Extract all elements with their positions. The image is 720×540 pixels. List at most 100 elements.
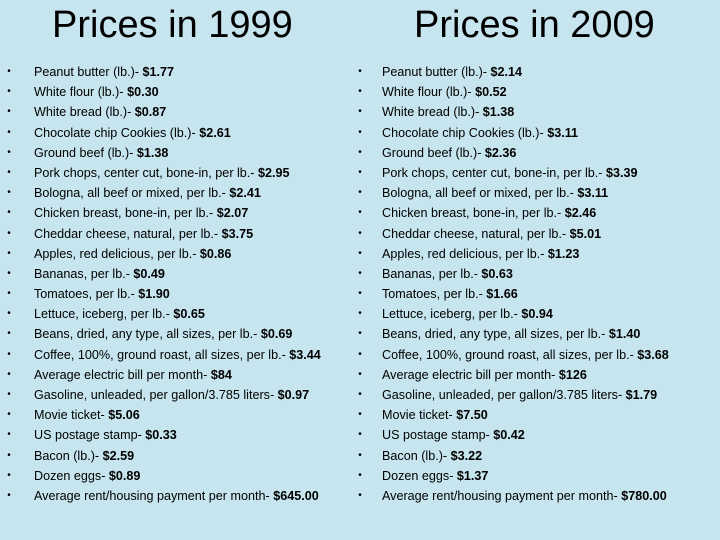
item-label: Tomatoes, per lb.-: [34, 287, 139, 302]
bullet-icon: •: [7, 247, 11, 259]
item-price: $3.75: [221, 226, 254, 241]
item-price: $1.38: [136, 145, 169, 160]
item-label: Pork chops, center cut, bone-in, per lb.…: [382, 165, 607, 180]
bullet-icon: •: [7, 66, 11, 77]
bullet-icon: •: [7, 86, 11, 98]
bullet-icon: •: [358, 368, 362, 380]
bullet-icon: •: [7, 368, 11, 380]
price-list-2009: • Peanut butter (lb.)- $2.14 • White flour …: [355, 62, 717, 506]
item-label: Dozen eggs-: [34, 468, 109, 483]
item-price: $2.95: [258, 165, 290, 180]
bullet-icon: •: [358, 66, 362, 77]
list-item: • Bananas, per lb.- $0.63: [355, 264, 717, 284]
item-label: Average electric bill per month-: [34, 367, 211, 382]
list-item: • Bologna, all beef or mixed, per lb.- $3…: [355, 183, 717, 203]
item-label: White bread (lb.)-: [382, 105, 483, 120]
bullet-icon: •: [358, 308, 362, 320]
item-price: $1.66: [486, 287, 518, 302]
list-item: • Cheddar cheese, natural, per lb.- $3.75: [4, 224, 368, 244]
bullet-icon: •: [358, 469, 362, 481]
bullet-icon: •: [7, 207, 11, 219]
bullet-icon: •: [358, 348, 362, 360]
list-item: • US postage stamp- $0.42: [355, 425, 717, 445]
list-item: • Bananas, per lb.- $0.49: [4, 264, 368, 284]
item-label: Coffee, 100%, ground roast, all sizes, p…: [382, 347, 638, 362]
bullet-icon: •: [7, 308, 11, 320]
item-label: Average rent/housing payment per month-: [382, 488, 622, 503]
item-price: $126: [558, 367, 587, 382]
item-label: White flour (lb.)-: [382, 85, 476, 100]
item-label: Ground beef (lb.)-: [382, 145, 485, 160]
list-item: • Coffee, 100%, ground roast, all sizes, …: [355, 345, 717, 365]
bullet-icon: •: [7, 429, 11, 441]
bullet-icon: •: [358, 449, 362, 461]
list-item: • Apples, red delicious, per lb.- $0.86: [4, 244, 368, 264]
item-price: $1.23: [547, 246, 580, 261]
item-price: $7.50: [456, 408, 488, 423]
item-label: US postage stamp-: [34, 428, 146, 443]
item-label: Ground beef (lb.)-: [34, 145, 137, 160]
item-price: $0.87: [134, 105, 167, 120]
bullet-icon: •: [7, 126, 11, 138]
bullet-icon: •: [7, 469, 11, 481]
list-item: • Lettuce, iceberg, per lb.- $0.65: [4, 304, 368, 324]
item-label: Lettuce, iceberg, per lb.-: [34, 307, 174, 322]
item-price: $0.63: [481, 266, 513, 281]
item-price: $0.94: [521, 307, 553, 322]
list-item: • White flour (lb.)- $0.30: [4, 82, 368, 102]
item-price: $1.79: [625, 388, 658, 402]
item-label: Bacon (lb.)-: [382, 448, 451, 463]
list-item: • Lettuce, iceberg, per lb.- $0.94: [355, 304, 717, 324]
list-item: • Dozen eggs- $1.37: [355, 466, 717, 486]
item-label: Bologna, all beef or mixed, per lb.-: [382, 186, 578, 201]
bullet-icon: •: [358, 267, 362, 279]
item-label: Pork chops, center cut, bone-in, per lb.…: [34, 165, 259, 180]
item-price: $1.38: [482, 105, 515, 120]
list-item: • Movie ticket- $7.50: [355, 405, 717, 425]
bullet-icon: •: [358, 126, 362, 138]
item-label: Beans, dried, any type, all sizes, per l…: [34, 327, 261, 342]
item-price: $1.90: [138, 287, 170, 302]
list-item: • Peanut butter (lb.)- $2.14: [355, 62, 717, 82]
item-label: Gasoline, unleaded, per gallon/3.785 lit…: [382, 388, 626, 402]
list-item: • Beans, dried, any type, all sizes, per …: [4, 324, 368, 344]
item-label: Chocolate chip Cookies (lb.)-: [34, 125, 200, 140]
bullet-icon: •: [7, 348, 11, 360]
item-label: Coffee, 100%, ground roast, all sizes, p…: [34, 347, 290, 362]
bullet-icon: •: [358, 227, 362, 239]
list-item: • Average electric bill per month- $126: [355, 365, 717, 385]
bullet-icon: •: [7, 146, 11, 158]
list-item: • Peanut butter (lb.)- $1.77: [4, 62, 368, 82]
item-price: $5.01: [569, 226, 602, 241]
list-item: • Tomatoes, per lb.- $1.66: [355, 284, 717, 304]
bullet-icon: •: [358, 106, 362, 118]
item-price: $3.22: [450, 448, 483, 463]
item-price: $0.89: [108, 468, 141, 483]
item-label: Apples, red delicious, per lb.-: [382, 246, 548, 261]
item-price: $3.11: [547, 125, 579, 140]
item-price: $1.40: [608, 327, 641, 342]
bullet-icon: •: [358, 429, 362, 441]
item-price: $780.00: [621, 488, 667, 503]
item-price: $645.00: [273, 488, 319, 503]
list-item: • Bacon (lb.)- $3.22: [355, 446, 717, 466]
list-item: • Chocolate chip Cookies (lb.)- $3.11: [355, 123, 717, 143]
bullet-icon: •: [358, 409, 362, 421]
item-price: $3.44: [289, 347, 321, 362]
item-label: Peanut butter (lb.)-: [34, 65, 143, 79]
bullet-icon: •: [358, 207, 362, 219]
bullet-icon: •: [7, 489, 11, 501]
item-price: $0.30: [127, 85, 159, 100]
list-item: • Pork chops, center cut, bone-in, per lb…: [355, 163, 717, 183]
list-item: • Bologna, all beef or mixed, per lb.- $2…: [4, 183, 368, 203]
item-price: $84: [210, 367, 232, 382]
item-price: $2.41: [229, 186, 261, 201]
bullet-icon: •: [7, 187, 11, 199]
item-label: Average electric bill per month-: [382, 367, 559, 382]
item-label: Dozen eggs-: [382, 468, 457, 483]
list-item: • Movie ticket- $5.06: [4, 405, 368, 425]
item-price: $0.52: [475, 85, 507, 100]
item-price: $1.37: [456, 468, 489, 483]
bullet-icon: •: [7, 106, 11, 118]
item-label: Tomatoes, per lb.-: [382, 287, 487, 302]
